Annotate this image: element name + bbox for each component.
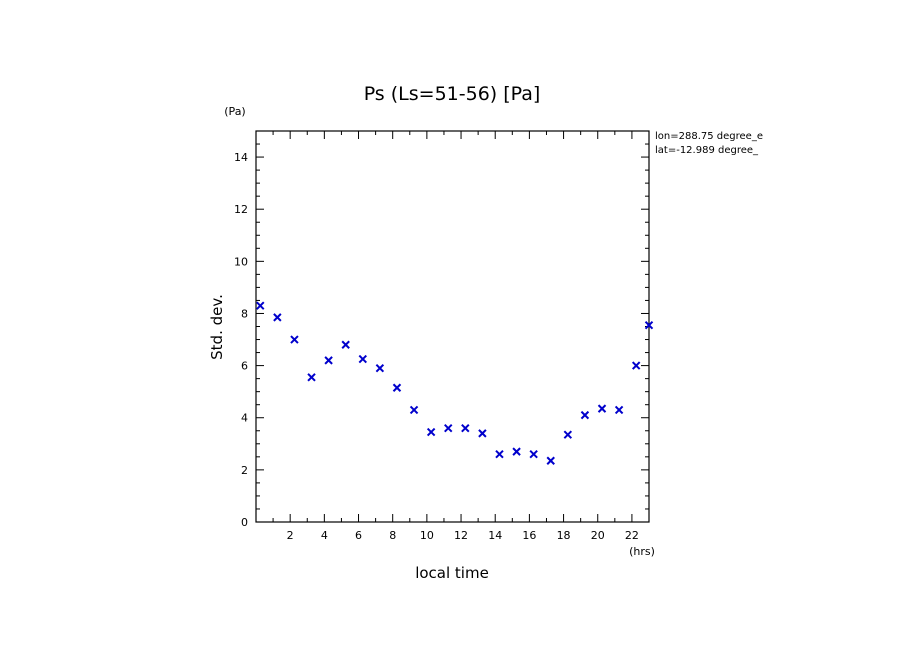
data-point xyxy=(614,405,624,415)
data-point xyxy=(461,423,470,433)
y-tick-label: 14 xyxy=(234,151,248,164)
data-point xyxy=(529,450,538,459)
data-points xyxy=(256,301,654,465)
y-unit-label: (Pa) xyxy=(224,105,245,118)
data-point xyxy=(563,430,573,439)
data-point xyxy=(631,361,641,370)
x-unit-label: (hrs) xyxy=(629,545,655,558)
y-tick-label: 10 xyxy=(234,255,248,268)
tick-labels: 2 4 6 8 10 12 14 16 18 20 22 0 2 4 6 8 10 12 14 xyxy=(234,151,639,542)
x-tick-label: 8 xyxy=(389,529,396,542)
axis-ticks xyxy=(256,131,649,522)
y-tick-label: 2 xyxy=(241,464,248,477)
y-tick-label: 12 xyxy=(234,203,248,216)
data-point xyxy=(546,456,555,465)
data-point xyxy=(392,383,402,392)
chart-title: Ps (Ls=51-56) [Pa] xyxy=(364,83,541,105)
annotation-lat: lat=-12.989 degree_ xyxy=(655,145,759,156)
data-point xyxy=(375,363,385,373)
data-point xyxy=(273,313,282,322)
data-point xyxy=(597,404,607,413)
y-tick-label: 4 xyxy=(241,412,248,425)
x-tick-label: 18 xyxy=(557,529,571,542)
data-point xyxy=(256,301,265,310)
data-point xyxy=(495,450,504,459)
data-point xyxy=(644,320,654,330)
data-point xyxy=(478,429,487,438)
x-tick-label: 4 xyxy=(321,529,328,542)
x-axis-label: local time xyxy=(415,564,489,582)
y-tick-label: 6 xyxy=(241,360,248,373)
x-tick-label: 20 xyxy=(591,529,605,542)
x-tick-label: 12 xyxy=(454,529,468,542)
data-point xyxy=(512,447,521,456)
data-point xyxy=(358,354,368,364)
y-axis-label: Std. dev. xyxy=(208,294,226,360)
y-tick-label: 0 xyxy=(241,516,248,529)
x-tick-label: 2 xyxy=(287,529,294,542)
data-point xyxy=(290,335,299,344)
data-point xyxy=(426,427,436,437)
data-point xyxy=(444,423,453,433)
data-point xyxy=(307,373,316,382)
x-tick-label: 6 xyxy=(355,529,362,542)
data-point xyxy=(580,410,590,420)
data-point xyxy=(341,340,350,349)
x-tick-label: 14 xyxy=(488,529,502,542)
data-point xyxy=(409,405,419,415)
data-point xyxy=(324,356,333,365)
y-tick-label: 8 xyxy=(241,307,248,320)
x-tick-label: 10 xyxy=(420,529,434,542)
x-tick-label: 16 xyxy=(522,529,536,542)
x-tick-label: 22 xyxy=(625,529,639,542)
plot-frame xyxy=(255,130,650,523)
annotation-lon: lon=288.75 degree_e xyxy=(655,131,763,142)
